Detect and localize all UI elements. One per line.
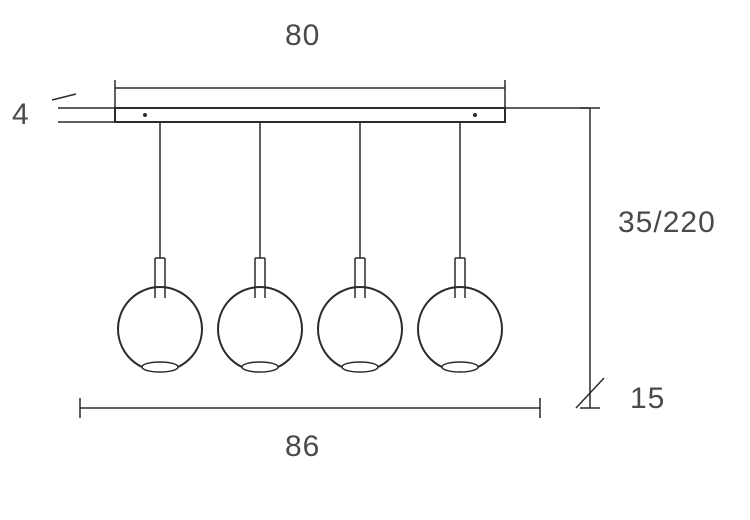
globe-opening — [142, 362, 178, 372]
globe-opening — [342, 362, 378, 372]
pendant-globe — [118, 287, 202, 367]
globe-opening — [442, 362, 478, 372]
label-overall-width: 86 — [285, 430, 320, 463]
label-drop-height: 35/220 — [618, 206, 716, 239]
pendant-globe — [218, 287, 302, 367]
mount-dot — [143, 113, 147, 117]
dim-canopy-width: 80 — [115, 19, 505, 108]
dim-overall-width: 86 — [80, 398, 540, 463]
pendants-group — [118, 122, 502, 372]
dim-canopy-height: 4 — [12, 94, 115, 131]
label-canopy-width: 80 — [285, 19, 320, 52]
canopy-bar — [115, 108, 505, 122]
label-canopy-height: 4 — [12, 98, 30, 131]
label-globe-diameter: 15 — [630, 382, 665, 415]
pendant-globe — [418, 287, 502, 367]
globe-opening — [242, 362, 278, 372]
mount-dot — [473, 113, 477, 117]
dim-drop-height: 35/220 — [505, 108, 716, 408]
pendant-globe — [318, 287, 402, 367]
